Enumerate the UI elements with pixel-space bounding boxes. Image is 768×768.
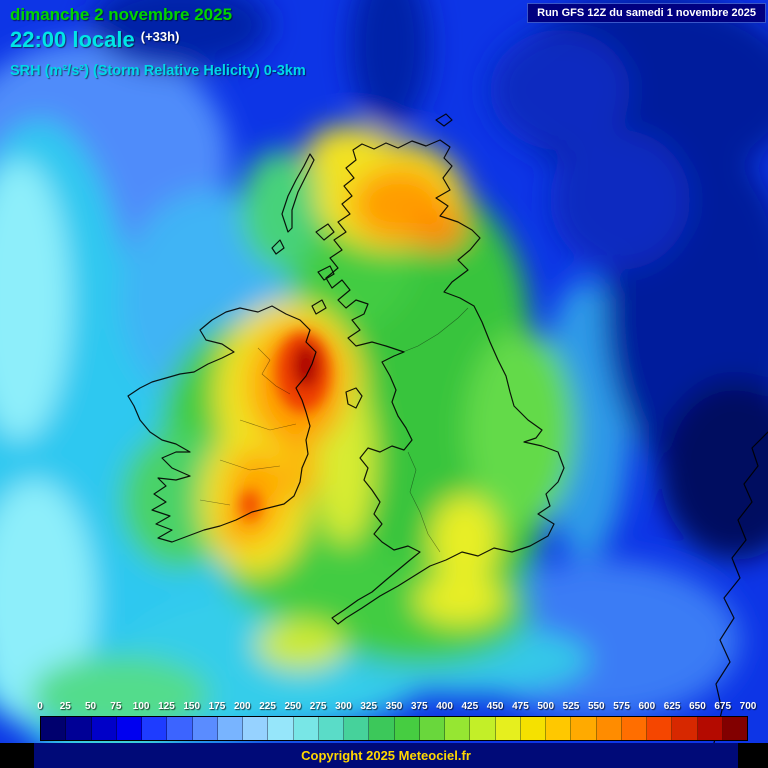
colorbar-tick-label: 325 [360, 701, 378, 712]
colorbar-cell [243, 717, 269, 740]
colorbar-tick-label: 525 [562, 701, 580, 712]
colorbar-cell [621, 717, 647, 740]
colorbar-tick-label: 400 [436, 701, 453, 712]
colorbar-tick-label: 600 [638, 701, 656, 712]
colorbar-cell [116, 717, 142, 740]
colorbar-cells [40, 716, 748, 741]
colorbar-cell [697, 717, 723, 740]
colorbar-cell [41, 717, 67, 740]
colorbar-cell [445, 717, 471, 740]
colorbar-cell [217, 717, 243, 740]
colorbar-tick-label: 25 [59, 701, 71, 712]
colorbar-cell [192, 717, 218, 740]
colorbar-tick-label: 175 [208, 701, 226, 712]
colorbar-cell [722, 717, 747, 740]
model-run-label: Run GFS 12Z du samedi 1 novembre 2025 [527, 3, 766, 23]
colorbar-tick-label: 675 [714, 701, 732, 712]
forecast-time: 22:00 locale (+33h) [10, 27, 179, 53]
coastlines [127, 113, 768, 743]
colorbar-cell [520, 717, 546, 740]
colorbar-tick-label: 650 [689, 701, 706, 712]
colorbar-tick-label: 225 [259, 701, 276, 712]
forecast-date: dimanche 2 novembre 2025 [10, 5, 233, 24]
colorbar-tick-label: 275 [309, 701, 327, 712]
internal-borders [199, 307, 469, 553]
colorbar-tick-label: 350 [385, 701, 403, 712]
copyright-text: Copyright 2025 Meteociel.fr [301, 748, 471, 763]
colorbar-cell [293, 717, 319, 740]
colorbar-tick-label: 475 [512, 701, 529, 712]
colorbar-cell [596, 717, 622, 740]
colorbar-tick-label: 375 [410, 701, 428, 712]
map-color-field [0, 0, 768, 743]
footer-left-block [0, 743, 34, 768]
colorbar-tick-label: 50 [85, 701, 97, 712]
forecast-offset: (+33h) [140, 29, 180, 44]
colorbar-tick-label: 200 [233, 701, 251, 712]
colorbar-cell [546, 717, 572, 740]
colorbar-cell [495, 717, 521, 740]
weather-map [0, 0, 768, 743]
parameter-label: SRH (m²/s²) (Storm Relative Helicity) 0-… [10, 63, 306, 79]
colorbar-tick-label: 575 [613, 701, 630, 712]
colorbar-cell [344, 717, 370, 740]
forecast-time-text: 22:00 locale [10, 27, 135, 52]
colorbar-cell [419, 717, 445, 740]
colorbar-cell [672, 717, 698, 740]
colorbar-tick-label: 550 [587, 701, 605, 712]
footer-center: Copyright 2025 Meteociel.fr [34, 743, 738, 768]
colorbar-cell [268, 717, 294, 740]
colorbar-tick-label: 500 [537, 701, 555, 712]
colorbar-cell [470, 717, 496, 740]
colorbar-tick-label: 100 [132, 701, 150, 712]
colorbar-tick-label: 425 [461, 701, 479, 712]
colorbar-cell [318, 717, 344, 740]
footer-bar: Copyright 2025 Meteociel.fr [0, 743, 768, 768]
colorbar-tick-label: 300 [335, 701, 352, 712]
colorbar-tick-label: 75 [110, 701, 122, 712]
colorbar-cell [369, 717, 395, 740]
colorbar-tick-label: 125 [158, 701, 175, 712]
colorbar-tick-label: 625 [663, 701, 681, 712]
colorbar-tick-label: 450 [486, 701, 504, 712]
colorbar-tick-label: 0 [37, 701, 43, 712]
color-scale: 0 25 50 75 100 125 150 175 200 225 250 275 300 325 350… [37, 701, 756, 741]
colorbar-tick-label: 150 [183, 701, 201, 712]
colorbar-cell [167, 717, 193, 740]
colorbar-cell [91, 717, 117, 740]
colorbar-tick-label: 700 [739, 701, 757, 712]
colorbar-cell [394, 717, 420, 740]
colorbar-tick-label: 250 [284, 701, 302, 712]
colorbar-cell [66, 717, 92, 740]
colorbar-cell [142, 717, 168, 740]
colorbar-ticks: 0 25 50 75 100 125 150 175 200 225 250 275 300 325 350… [37, 701, 756, 714]
footer-right-block [738, 743, 768, 768]
colorbar-cell [647, 717, 673, 740]
colorbar-cell [571, 717, 597, 740]
